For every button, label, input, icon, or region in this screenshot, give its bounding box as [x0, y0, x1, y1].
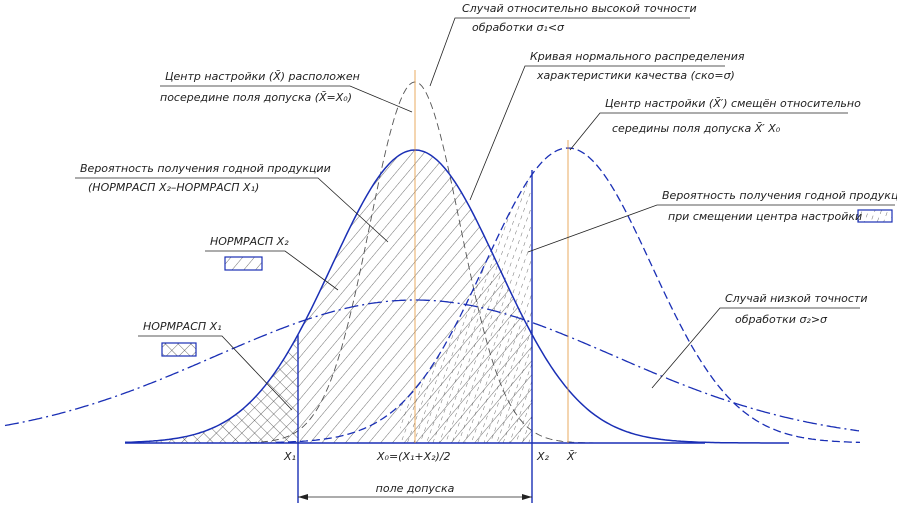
label: НОРМРАСП X₂ [210, 235, 289, 248]
label: обработки σ₁<σ [472, 21, 565, 34]
axis-label: X̄′ [566, 450, 578, 463]
legend-box-x2 [224, 256, 263, 271]
high-precision-curve [249, 81, 620, 444]
label: Вероятность получения годной продукции [80, 162, 331, 175]
axis-label: X₂ [536, 450, 550, 463]
axis-label: X₁ [283, 450, 296, 463]
label: Вероятность получения годной продукции [662, 189, 897, 202]
label: Центр настройки (X̄′) смещён относительн… [605, 97, 861, 110]
curves [4, 81, 861, 444]
label: Центр настройки (X̄) расположен [165, 70, 360, 83]
label: Случай относительно высокой точности [462, 2, 697, 15]
tolerance-label: поле допуска [376, 482, 455, 495]
region-shifted [400, 174, 532, 443]
legend-box-x1 [161, 342, 197, 357]
label: характеристики качества (ско=σ) [536, 69, 735, 82]
label: обработки σ₂>σ [735, 313, 828, 326]
label: при смещении центра настройки [668, 210, 862, 223]
label: Случай низкой точности [725, 292, 867, 305]
label: (НОРМРАСП X₂–НОРМРАСП X₁) [88, 181, 259, 194]
label: середины поля допуска X̄′ X₀ [612, 122, 781, 135]
normal-curve [125, 149, 789, 444]
low-precision-curve [4, 299, 860, 432]
region-x1 [125, 336, 298, 443]
axis-label: X₀=(X₁+X₂)/2 [376, 450, 451, 463]
label: НОРМРАСП X₁ [143, 320, 222, 333]
label: Кривая нормального распределения [530, 50, 745, 63]
leaders [75, 17, 895, 411]
legend-box-shifted [857, 209, 893, 223]
label: посередине поля допуска (X̄=X₀) [160, 91, 352, 104]
